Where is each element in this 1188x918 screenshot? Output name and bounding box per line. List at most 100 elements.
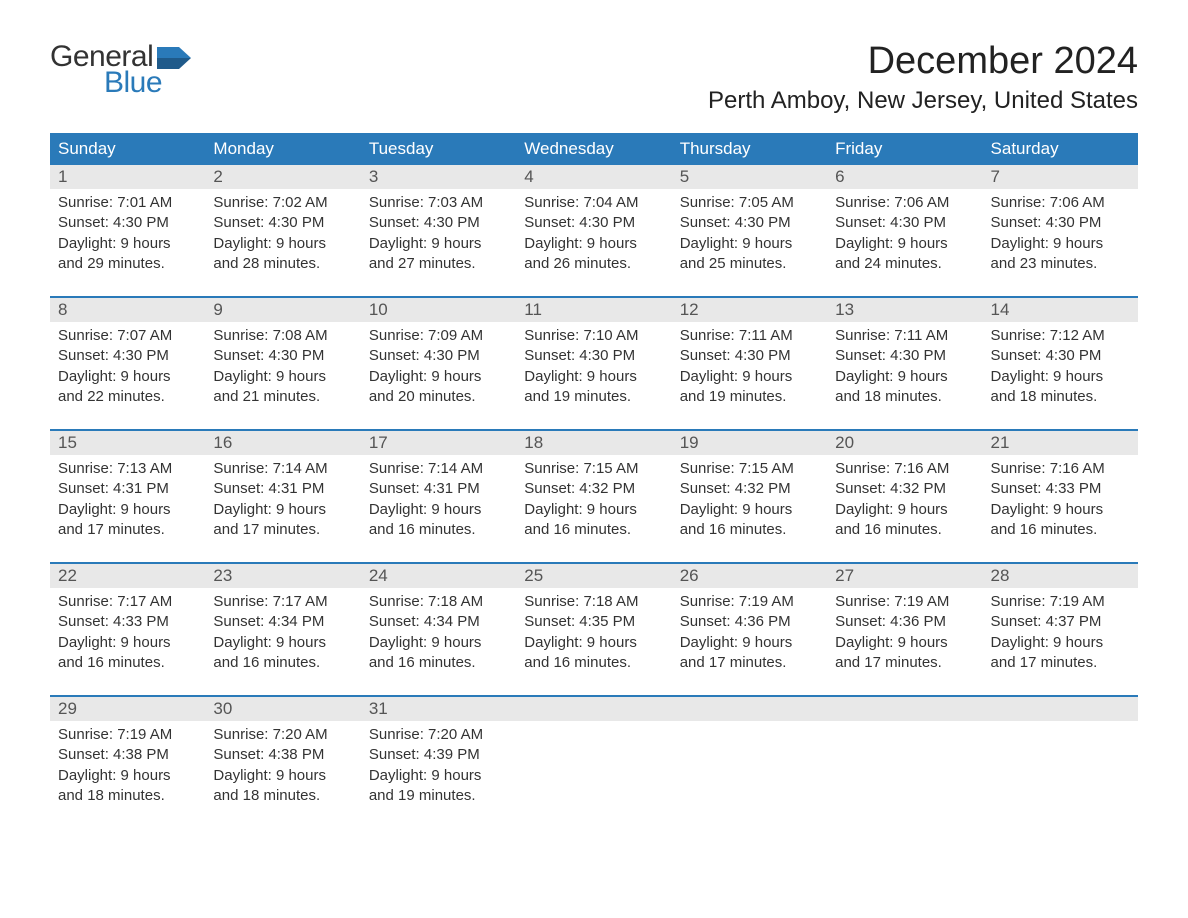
sunrise: Sunrise: 7:15 AM (680, 459, 819, 479)
daylight-line1: Daylight: 9 hours (524, 234, 663, 254)
daynum: 19 (672, 431, 827, 455)
week-block: 1234567Sunrise: 7:01 AMSunset: 4:30 PMDa… (50, 165, 1138, 282)
daynum: 14 (983, 298, 1138, 322)
logo-word2: Blue (104, 66, 162, 100)
daynum: 15 (50, 431, 205, 455)
sunset: Sunset: 4:30 PM (680, 213, 819, 233)
daynum-row: 891011121314 (50, 298, 1138, 322)
daycell: Sunrise: 7:19 AMSunset: 4:36 PMDaylight:… (827, 588, 982, 681)
daylight-line1: Daylight: 9 hours (58, 633, 197, 653)
daycell: Sunrise: 7:16 AMSunset: 4:33 PMDaylight:… (983, 455, 1138, 548)
daylight-line1: Daylight: 9 hours (369, 367, 508, 387)
daynum: 2 (205, 165, 360, 189)
daynum-row: 22232425262728 (50, 564, 1138, 588)
daycell: Sunrise: 7:12 AMSunset: 4:30 PMDaylight:… (983, 322, 1138, 415)
daylight-line1: Daylight: 9 hours (213, 766, 352, 786)
sunset: Sunset: 4:30 PM (991, 213, 1130, 233)
sunrise: Sunrise: 7:03 AM (369, 193, 508, 213)
daynum: 18 (516, 431, 671, 455)
daycell: Sunrise: 7:16 AMSunset: 4:32 PMDaylight:… (827, 455, 982, 548)
sunrise: Sunrise: 7:15 AM (524, 459, 663, 479)
flag-icon (157, 47, 191, 74)
daycell (983, 721, 1138, 814)
daylight-line2: and 17 minutes. (213, 520, 352, 540)
daycell: Sunrise: 7:17 AMSunset: 4:34 PMDaylight:… (205, 588, 360, 681)
daynum-row: 15161718192021 (50, 431, 1138, 455)
sunset: Sunset: 4:36 PM (835, 612, 974, 632)
daylight-line2: and 16 minutes. (680, 520, 819, 540)
daycell: Sunrise: 7:01 AMSunset: 4:30 PMDaylight:… (50, 189, 205, 282)
sunrise: Sunrise: 7:13 AM (58, 459, 197, 479)
sunset: Sunset: 4:31 PM (58, 479, 197, 499)
daylight-line1: Daylight: 9 hours (58, 234, 197, 254)
daycell: Sunrise: 7:03 AMSunset: 4:30 PMDaylight:… (361, 189, 516, 282)
daynum: 10 (361, 298, 516, 322)
daylight-line1: Daylight: 9 hours (58, 500, 197, 520)
sunrise: Sunrise: 7:01 AM (58, 193, 197, 213)
daycell: Sunrise: 7:09 AMSunset: 4:30 PMDaylight:… (361, 322, 516, 415)
daylight-line1: Daylight: 9 hours (991, 500, 1130, 520)
daynum: 26 (672, 564, 827, 588)
sunset: Sunset: 4:32 PM (524, 479, 663, 499)
daycell (672, 721, 827, 814)
daynum (672, 697, 827, 721)
daynum: 3 (361, 165, 516, 189)
daylight-line1: Daylight: 9 hours (213, 234, 352, 254)
dayheader: Tuesday (361, 133, 516, 165)
daylight-line1: Daylight: 9 hours (213, 367, 352, 387)
content-row: Sunrise: 7:19 AMSunset: 4:38 PMDaylight:… (50, 721, 1138, 814)
sunset: Sunset: 4:32 PM (835, 479, 974, 499)
daycell: Sunrise: 7:17 AMSunset: 4:33 PMDaylight:… (50, 588, 205, 681)
week-block: 293031Sunrise: 7:19 AMSunset: 4:38 PMDay… (50, 695, 1138, 814)
sunrise: Sunrise: 7:05 AM (680, 193, 819, 213)
daylight-line2: and 28 minutes. (213, 254, 352, 274)
sunset: Sunset: 4:30 PM (213, 213, 352, 233)
daynum: 17 (361, 431, 516, 455)
sunrise: Sunrise: 7:11 AM (835, 326, 974, 346)
sunset: Sunset: 4:30 PM (835, 213, 974, 233)
sunrise: Sunrise: 7:19 AM (680, 592, 819, 612)
sunset: Sunset: 4:30 PM (369, 213, 508, 233)
sunrise: Sunrise: 7:17 AM (213, 592, 352, 612)
daylight-line2: and 18 minutes. (835, 387, 974, 407)
daycell: Sunrise: 7:18 AMSunset: 4:35 PMDaylight:… (516, 588, 671, 681)
daycell: Sunrise: 7:06 AMSunset: 4:30 PMDaylight:… (827, 189, 982, 282)
daynum: 1 (50, 165, 205, 189)
daylight-line1: Daylight: 9 hours (991, 633, 1130, 653)
daynum: 9 (205, 298, 360, 322)
daycell: Sunrise: 7:14 AMSunset: 4:31 PMDaylight:… (205, 455, 360, 548)
daynum: 20 (827, 431, 982, 455)
sunrise: Sunrise: 7:18 AM (369, 592, 508, 612)
sunset: Sunset: 4:30 PM (835, 346, 974, 366)
sunset: Sunset: 4:30 PM (524, 213, 663, 233)
daynum: 24 (361, 564, 516, 588)
sunset: Sunset: 4:36 PM (680, 612, 819, 632)
daylight-line1: Daylight: 9 hours (213, 500, 352, 520)
calendar: Sunday Monday Tuesday Wednesday Thursday… (50, 133, 1138, 814)
content-row: Sunrise: 7:01 AMSunset: 4:30 PMDaylight:… (50, 189, 1138, 282)
daynum: 6 (827, 165, 982, 189)
daylight-line1: Daylight: 9 hours (369, 633, 508, 653)
daylight-line1: Daylight: 9 hours (835, 367, 974, 387)
daylight-line2: and 16 minutes. (213, 653, 352, 673)
sunrise: Sunrise: 7:18 AM (524, 592, 663, 612)
sunrise: Sunrise: 7:19 AM (835, 592, 974, 612)
sunrise: Sunrise: 7:16 AM (835, 459, 974, 479)
daylight-line1: Daylight: 9 hours (835, 500, 974, 520)
daylight-line2: and 16 minutes. (991, 520, 1130, 540)
daycell: Sunrise: 7:19 AMSunset: 4:37 PMDaylight:… (983, 588, 1138, 681)
week-block: 891011121314Sunrise: 7:07 AMSunset: 4:30… (50, 296, 1138, 415)
sunset: Sunset: 4:30 PM (991, 346, 1130, 366)
daylight-line1: Daylight: 9 hours (369, 500, 508, 520)
daylight-line2: and 17 minutes. (58, 520, 197, 540)
sunset: Sunset: 4:32 PM (680, 479, 819, 499)
daycell: Sunrise: 7:04 AMSunset: 4:30 PMDaylight:… (516, 189, 671, 282)
daynum: 28 (983, 564, 1138, 588)
daynum: 5 (672, 165, 827, 189)
dayheader: Sunday (50, 133, 205, 165)
daynum: 29 (50, 697, 205, 721)
sunrise: Sunrise: 7:19 AM (58, 725, 197, 745)
sunrise: Sunrise: 7:10 AM (524, 326, 663, 346)
daylight-line2: and 19 minutes. (680, 387, 819, 407)
daynum: 13 (827, 298, 982, 322)
